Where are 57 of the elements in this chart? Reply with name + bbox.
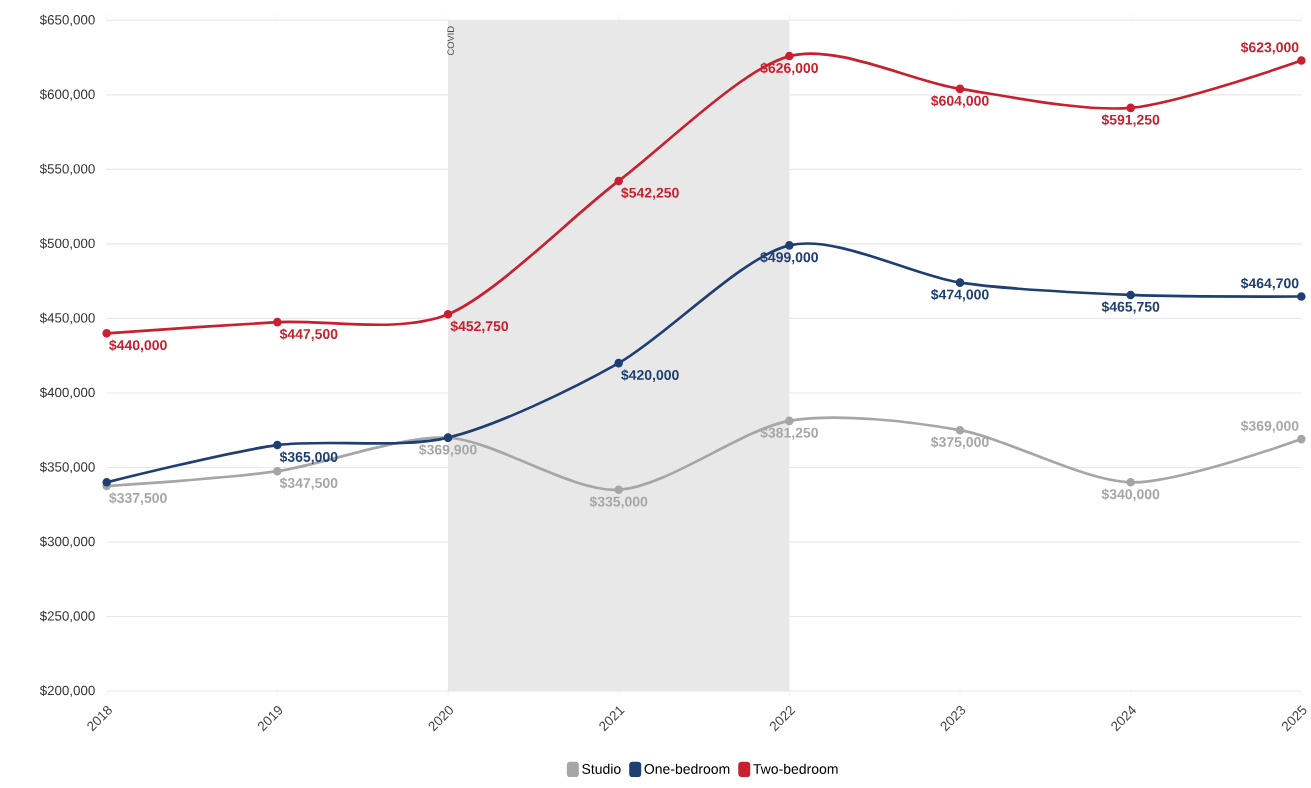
point bbox=[614, 358, 623, 368]
point bbox=[785, 416, 794, 426]
point bbox=[955, 425, 965, 435]
point bbox=[614, 176, 623, 186]
y-tick-label: $350,000 bbox=[39, 461, 95, 474]
legend-label: Studio bbox=[582, 763, 621, 774]
data-label: $369,000 bbox=[1240, 420, 1299, 433]
data-label: $604,000 bbox=[931, 95, 989, 108]
point bbox=[273, 466, 282, 476]
y-tick-label: $500,000 bbox=[39, 238, 95, 250]
data-label: $440,000 bbox=[109, 339, 167, 353]
point bbox=[443, 310, 453, 319]
point bbox=[1297, 292, 1306, 301]
y-tick-label: $250,000 bbox=[39, 610, 95, 623]
data-label: $474,000 bbox=[931, 288, 989, 302]
data-label: $337,500 bbox=[109, 492, 167, 505]
data-label: $464,700 bbox=[1240, 277, 1299, 291]
point bbox=[102, 329, 111, 338]
data-label: $347,500 bbox=[279, 477, 338, 490]
data-label: $365,000 bbox=[279, 451, 338, 464]
data-label: $340,000 bbox=[1101, 488, 1160, 502]
data-label: $452,750 bbox=[450, 320, 509, 334]
data-label: $420,000 bbox=[621, 369, 679, 382]
data-label: $375,000 bbox=[931, 436, 989, 450]
y-tick-label: $650,000 bbox=[39, 14, 95, 27]
y-tick-label: $400,000 bbox=[39, 387, 95, 399]
data-label: $381,250 bbox=[760, 427, 818, 440]
point bbox=[102, 478, 111, 487]
point bbox=[273, 440, 282, 450]
point bbox=[955, 278, 965, 287]
point bbox=[785, 241, 794, 250]
data-label: $542,250 bbox=[621, 187, 679, 200]
data-label: $626,000 bbox=[760, 62, 818, 75]
point bbox=[785, 51, 794, 61]
data-label: $499,000 bbox=[760, 251, 818, 265]
point bbox=[955, 84, 965, 94]
point bbox=[1126, 103, 1135, 113]
data-label: $623,000 bbox=[1240, 41, 1299, 55]
point bbox=[614, 485, 623, 495]
data-label: $335,000 bbox=[589, 496, 648, 509]
point bbox=[1126, 478, 1135, 487]
y-tick-label: $200,000 bbox=[39, 685, 95, 697]
point bbox=[273, 317, 282, 327]
data-label: $369,900 bbox=[419, 444, 477, 457]
point bbox=[1297, 434, 1306, 444]
data-label: $591,250 bbox=[1101, 114, 1160, 127]
y-tick-label: $600,000 bbox=[39, 89, 95, 101]
point bbox=[1126, 290, 1135, 300]
band-label: COVID bbox=[447, 26, 454, 56]
data-label: $465,750 bbox=[1101, 301, 1160, 314]
y-tick-label: $550,000 bbox=[39, 163, 95, 176]
legend-label: Two-bedroom bbox=[753, 763, 838, 774]
legend-label: One-bedroom bbox=[644, 763, 730, 774]
point bbox=[1297, 56, 1306, 65]
y-tick-label: $450,000 bbox=[39, 312, 95, 325]
data-label: $447,500 bbox=[279, 328, 338, 341]
y-tick-label: $300,000 bbox=[39, 536, 95, 548]
